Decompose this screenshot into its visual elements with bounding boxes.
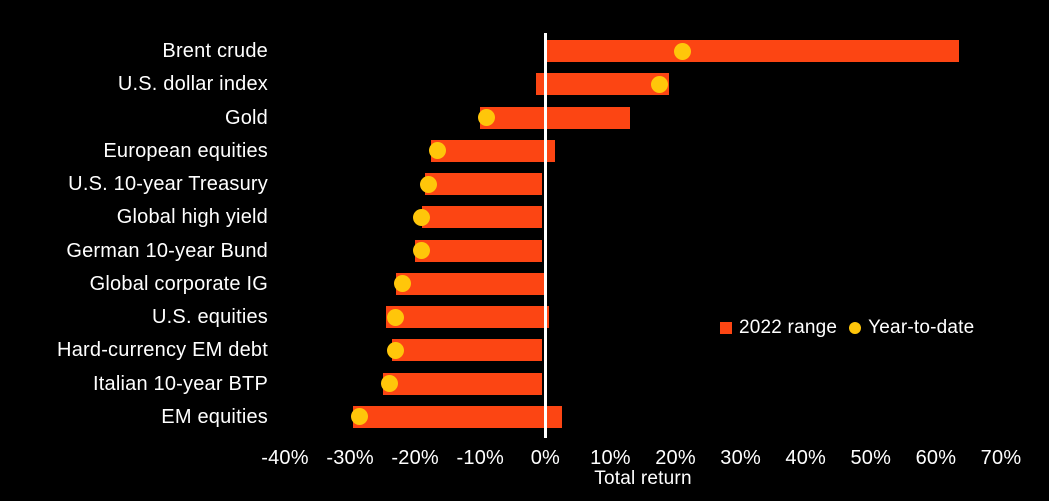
category-label: U.S. 10-year Treasury xyxy=(68,173,268,195)
range-bar xyxy=(431,139,556,162)
category-label: Brent crude xyxy=(162,40,268,62)
ytd-dot xyxy=(380,375,398,392)
x-tick-label: 10% xyxy=(590,447,631,469)
category-label: Hard-currency EM debt xyxy=(57,339,268,362)
ytd-dot xyxy=(351,408,369,426)
ytd-legend-swatch-icon xyxy=(849,322,862,334)
range-bar xyxy=(535,73,670,96)
range-bar xyxy=(382,372,543,395)
x-tick-label: -10% xyxy=(456,447,505,469)
range-bar xyxy=(392,339,543,362)
x-tick-label: 30% xyxy=(720,447,761,469)
range-bar xyxy=(480,106,630,129)
range-bar xyxy=(415,239,543,262)
ytd-dot xyxy=(478,109,496,126)
zero-axis-line xyxy=(543,33,547,438)
range-legend-swatch-icon xyxy=(720,322,732,334)
category-label: German 10-year Bund xyxy=(66,239,268,262)
x-tick-label: -40% xyxy=(261,447,309,469)
category-label: U.S. equities xyxy=(152,306,268,328)
category-label: Gold xyxy=(224,106,268,129)
category-label: Italian 10-year BTP xyxy=(93,372,268,395)
range-bar xyxy=(424,173,543,195)
x-tick-label: 0% xyxy=(530,447,561,469)
range-bar xyxy=(545,40,959,62)
x-tick-label: -20% xyxy=(391,447,439,469)
category-label: Global corporate IG xyxy=(89,272,268,295)
ytd-dot xyxy=(413,242,431,259)
ytd-dot xyxy=(413,208,431,226)
legend: 2022 range Year-to-date xyxy=(720,317,974,339)
ytd-dot xyxy=(429,142,447,160)
range-bar xyxy=(385,306,549,328)
x-tick-label: 40% xyxy=(785,447,827,469)
x-tick-label: 50% xyxy=(850,447,892,469)
category-label: Global high yield xyxy=(116,206,268,229)
x-tick-label: 20% xyxy=(655,447,696,469)
x-tick-label: 60% xyxy=(915,447,957,469)
legend-label-year-to-date: Year-to-date xyxy=(868,317,975,338)
ytd-dot xyxy=(387,341,405,359)
ytd-dot xyxy=(673,42,691,60)
ytd-dot xyxy=(393,275,411,293)
category-label: European equities xyxy=(103,139,268,162)
range-bar xyxy=(353,405,562,428)
ytd-dot xyxy=(419,175,437,193)
category-label: EM equities xyxy=(161,405,268,428)
x-tick-label: -30% xyxy=(326,447,374,469)
range-bar xyxy=(421,206,543,229)
category-label: U.S. dollar index xyxy=(117,73,268,96)
ytd-dot xyxy=(650,75,668,93)
ytd-dot xyxy=(387,308,405,326)
x-tick-label: 70% xyxy=(980,447,1022,469)
range-bar xyxy=(395,272,546,295)
legend-label-2022-range: 2022 range xyxy=(739,317,838,338)
x-axis-title: Total return xyxy=(594,468,692,489)
